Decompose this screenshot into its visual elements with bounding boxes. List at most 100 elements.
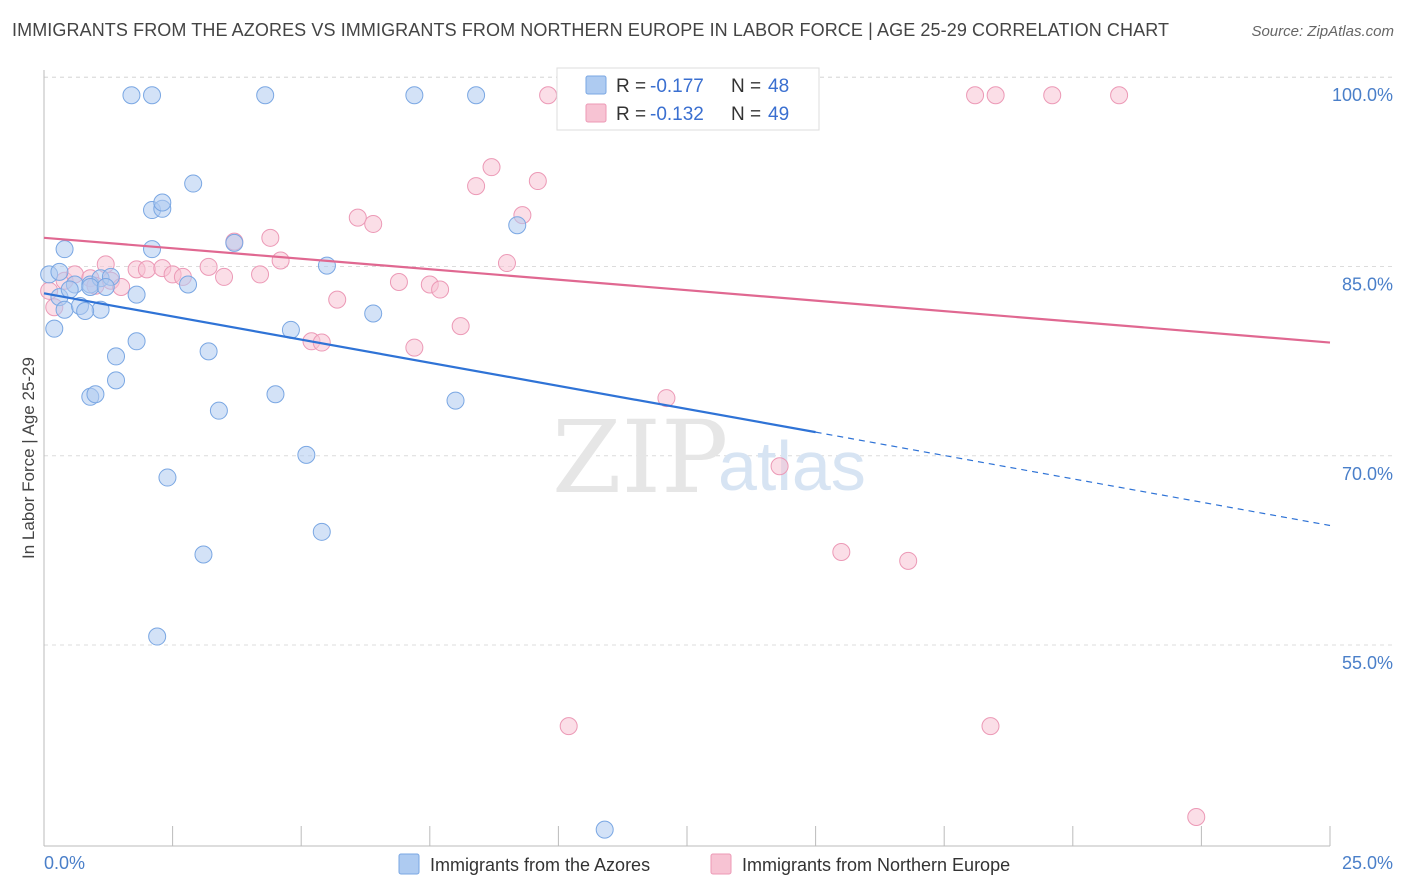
watermark-zip: ZIP	[552, 399, 728, 516]
source-label: Source: ZipAtlas.com	[1251, 23, 1394, 40]
point-azores	[55, 300, 74, 319]
point-northern-europe	[899, 551, 918, 570]
point-azores	[107, 371, 126, 390]
point-azores	[595, 820, 614, 839]
legend-azores-swatch	[398, 853, 420, 875]
point-northern-europe	[431, 280, 450, 299]
stats-legend-ne-n-label: N =	[731, 104, 761, 125]
point-northern-europe	[657, 389, 676, 408]
legend-azores-label: Immigrants from the Azores	[430, 855, 650, 875]
point-azores	[127, 285, 146, 304]
point-northern-europe	[1110, 86, 1129, 105]
y-tick-label: 55.0%	[1342, 653, 1393, 673]
point-northern-europe	[966, 86, 985, 105]
point-northern-europe	[271, 251, 290, 270]
grid-lines	[44, 76, 1392, 646]
trend-line-azores-extrapolated	[815, 431, 1331, 527]
point-azores	[405, 86, 424, 105]
point-azores	[55, 240, 74, 259]
legend-ne-swatch	[710, 853, 732, 875]
point-azores	[127, 332, 146, 351]
point-azores	[209, 401, 228, 420]
point-azores	[184, 174, 203, 193]
point-northern-europe	[559, 717, 578, 736]
point-azores	[86, 385, 105, 404]
point-azores	[96, 278, 115, 297]
bottom-legend: Immigrants from the Azores Immigrants fr…	[398, 853, 1010, 875]
point-azores	[143, 240, 162, 259]
stats-legend-ne-swatch	[585, 103, 607, 123]
point-azores	[122, 86, 141, 105]
point-azores	[158, 468, 177, 487]
point-northern-europe	[770, 457, 789, 476]
point-northern-europe	[482, 158, 501, 177]
point-northern-europe	[1187, 807, 1206, 826]
point-northern-europe	[364, 214, 383, 233]
trend-line-azores	[43, 292, 816, 434]
x-ticks	[172, 826, 1331, 846]
point-azores	[194, 545, 213, 564]
point-northern-europe	[981, 717, 1000, 736]
stats-legend-azores-n-label: N =	[731, 76, 761, 97]
point-northern-europe	[389, 272, 408, 291]
point-northern-europe	[251, 265, 270, 284]
stats-legend-ne-r-label: R =	[616, 104, 646, 125]
point-northern-europe	[986, 86, 1005, 105]
y-tick-label: 100.0%	[1332, 85, 1393, 105]
chart-title: IMMIGRANTS FROM THE AZORES VS IMMIGRANTS…	[12, 20, 1170, 40]
point-northern-europe	[215, 267, 234, 286]
point-northern-europe	[528, 172, 547, 191]
watermark: ZIP atlas	[552, 399, 866, 516]
point-northern-europe	[405, 338, 424, 357]
y-tick-label: 85.0%	[1342, 275, 1393, 295]
series-azores-points	[40, 86, 614, 839]
point-azores	[312, 522, 331, 541]
stats-legend: R = -0.177 N = 48 R = -0.132 N = 49	[556, 67, 820, 131]
trend-lines	[43, 236, 1331, 527]
stats-legend-azores-r-value: -0.177	[650, 76, 704, 97]
point-azores	[297, 445, 316, 464]
point-azores	[508, 216, 527, 235]
stats-legend-azores-n-value: 48	[768, 76, 789, 97]
point-northern-europe	[1043, 86, 1062, 105]
y-tick-label: 70.0%	[1342, 464, 1393, 484]
stats-legend-ne-n-value: 49	[768, 104, 789, 125]
y-axis-label: In Labor Force | Age 25-29	[19, 357, 38, 559]
point-azores	[199, 342, 218, 361]
legend-ne-label: Immigrants from Northern Europe	[742, 855, 1010, 875]
x-tick-label-max: 25.0%	[1342, 853, 1393, 873]
point-azores	[143, 86, 162, 105]
point-azores	[81, 278, 100, 297]
point-northern-europe	[261, 228, 280, 247]
point-azores	[153, 193, 172, 212]
point-azores	[45, 319, 64, 338]
point-northern-europe	[328, 290, 347, 309]
point-northern-europe	[539, 86, 558, 105]
point-northern-europe	[467, 177, 486, 196]
point-azores	[107, 347, 126, 366]
point-azores	[266, 385, 285, 404]
point-azores	[50, 262, 69, 281]
trend-line-northern-europe	[43, 236, 1331, 344]
point-azores	[467, 86, 486, 105]
point-azores	[364, 304, 383, 323]
watermark-atlas: atlas	[718, 427, 866, 505]
point-northern-europe	[348, 208, 367, 227]
point-azores	[148, 627, 167, 646]
stats-legend-azores-r-label: R =	[616, 76, 646, 97]
point-northern-europe	[497, 254, 516, 273]
point-northern-europe	[137, 260, 156, 279]
point-northern-europe	[199, 257, 218, 276]
y-tick-labels: 100.0% 85.0% 70.0% 55.0%	[1332, 85, 1393, 673]
point-azores	[225, 233, 244, 252]
stats-legend-ne-r-value: -0.132	[650, 104, 704, 125]
point-azores	[256, 86, 275, 105]
point-azores	[179, 275, 198, 294]
point-northern-europe	[451, 317, 470, 336]
point-northern-europe	[832, 543, 851, 562]
x-tick-label-min: 0.0%	[44, 853, 85, 873]
point-azores	[76, 302, 95, 321]
point-azores	[446, 391, 465, 410]
point-azores	[60, 280, 79, 299]
